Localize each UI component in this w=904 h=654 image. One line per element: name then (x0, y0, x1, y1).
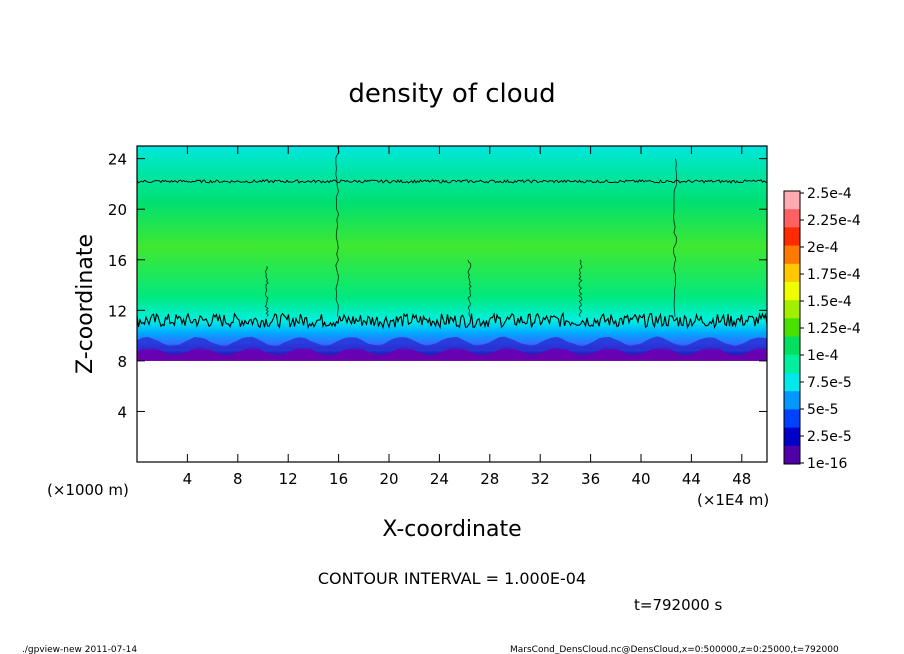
y-tick-label: 24 (108, 151, 127, 169)
y-unit-label: (×1000 m) (47, 481, 129, 499)
colorbar-segment (784, 373, 800, 392)
footer-right: MarsCond_DensCloud.nc@DensCloud,x=0:5000… (510, 645, 839, 654)
y-axis-ticks: 4 8 12 16 20 24 (108, 151, 767, 421)
colorbar-segment (784, 209, 800, 228)
cloud-base-band (137, 336, 767, 361)
colorbar-label: 5e-5 (807, 402, 838, 418)
colorbar-label: 1e-4 (807, 348, 839, 364)
density-field (137, 146, 767, 361)
contour-streak (467, 259, 472, 317)
colorbar-segment (784, 336, 800, 356)
colorbar-label: 2.5e-4 (807, 186, 852, 202)
colorbar: 2.5e-4 2.25e-4 2e-4 1.75e-4 1.5e-4 1.25e-4 1e-… (783, 186, 861, 472)
x-tick-label: 12 (279, 470, 298, 488)
x-axis-label: X-coordinate (382, 517, 521, 542)
colorbar-segment (784, 391, 800, 410)
y-axis-label: Z-coordinate (73, 234, 98, 374)
colorbar-segment (784, 245, 800, 265)
colorbar-segment (784, 282, 800, 301)
contour-line (136, 311, 768, 330)
colorbar-label: 1.5e-4 (807, 294, 852, 310)
contour-lines (136, 145, 768, 330)
contour-streak (578, 259, 583, 317)
x-tick-label: 44 (682, 470, 701, 488)
contour-streak (264, 265, 269, 317)
colorbar-segment (784, 263, 800, 283)
x-tick-label: 20 (379, 470, 398, 488)
colorbar-segment (784, 409, 800, 429)
x-tick-label: 28 (480, 470, 499, 488)
colorbar-label: 2e-4 (807, 240, 839, 256)
x-axis-ticks: 4 8 12 16 20 24 28 32 36 40 44 48 (183, 146, 751, 488)
x-unit-label: (×1E4 m) (697, 491, 769, 509)
x-tick-label: 4 (183, 470, 193, 488)
y-tick-label: 4 (117, 403, 127, 421)
time-text: t=792000 s (634, 596, 722, 614)
colorbar-label: 7.5e-5 (807, 375, 852, 391)
y-tick-label: 16 (108, 252, 127, 270)
y-tick-label: 12 (108, 302, 127, 320)
footer-left: ./gpview-new 2011-07-14 (22, 645, 137, 654)
x-tick-label: 48 (732, 470, 751, 488)
colorbar-label: 1.25e-4 (807, 321, 861, 337)
colorbar-segment (784, 318, 800, 338)
x-tick-label: 32 (531, 470, 550, 488)
colorbar-segment (784, 354, 800, 374)
colorbar-segment (784, 300, 800, 319)
x-tick-label: 8 (233, 470, 243, 488)
colorbar-segment (784, 427, 800, 447)
chart-title: density of cloud (348, 79, 555, 109)
cloud-base-purple (137, 346, 767, 361)
y-tick-label: 20 (108, 201, 127, 219)
colorbar-label: 2.25e-4 (807, 213, 861, 229)
cloud-base-blue (137, 336, 767, 350)
contour-streak (673, 158, 678, 317)
y-tick-label: 8 (117, 353, 127, 371)
colorbar-label: 2.5e-5 (807, 429, 852, 445)
x-tick-label: 16 (329, 470, 348, 488)
colorbar-segment (784, 191, 800, 210)
colorbar-label: 1.75e-4 (807, 267, 861, 283)
colorbar-segment (784, 227, 800, 247)
contour-line (136, 179, 768, 184)
plot-frame (136, 145, 768, 463)
colorbar-segment (784, 445, 800, 465)
colorbar-label: 1e-16 (807, 456, 847, 472)
x-tick-label: 36 (581, 470, 600, 488)
x-tick-label: 40 (631, 470, 650, 488)
contour-interval-text: CONTOUR INTERVAL = 1.000E-04 (318, 569, 586, 588)
x-tick-label: 24 (430, 470, 449, 488)
contour-streak (335, 145, 340, 317)
